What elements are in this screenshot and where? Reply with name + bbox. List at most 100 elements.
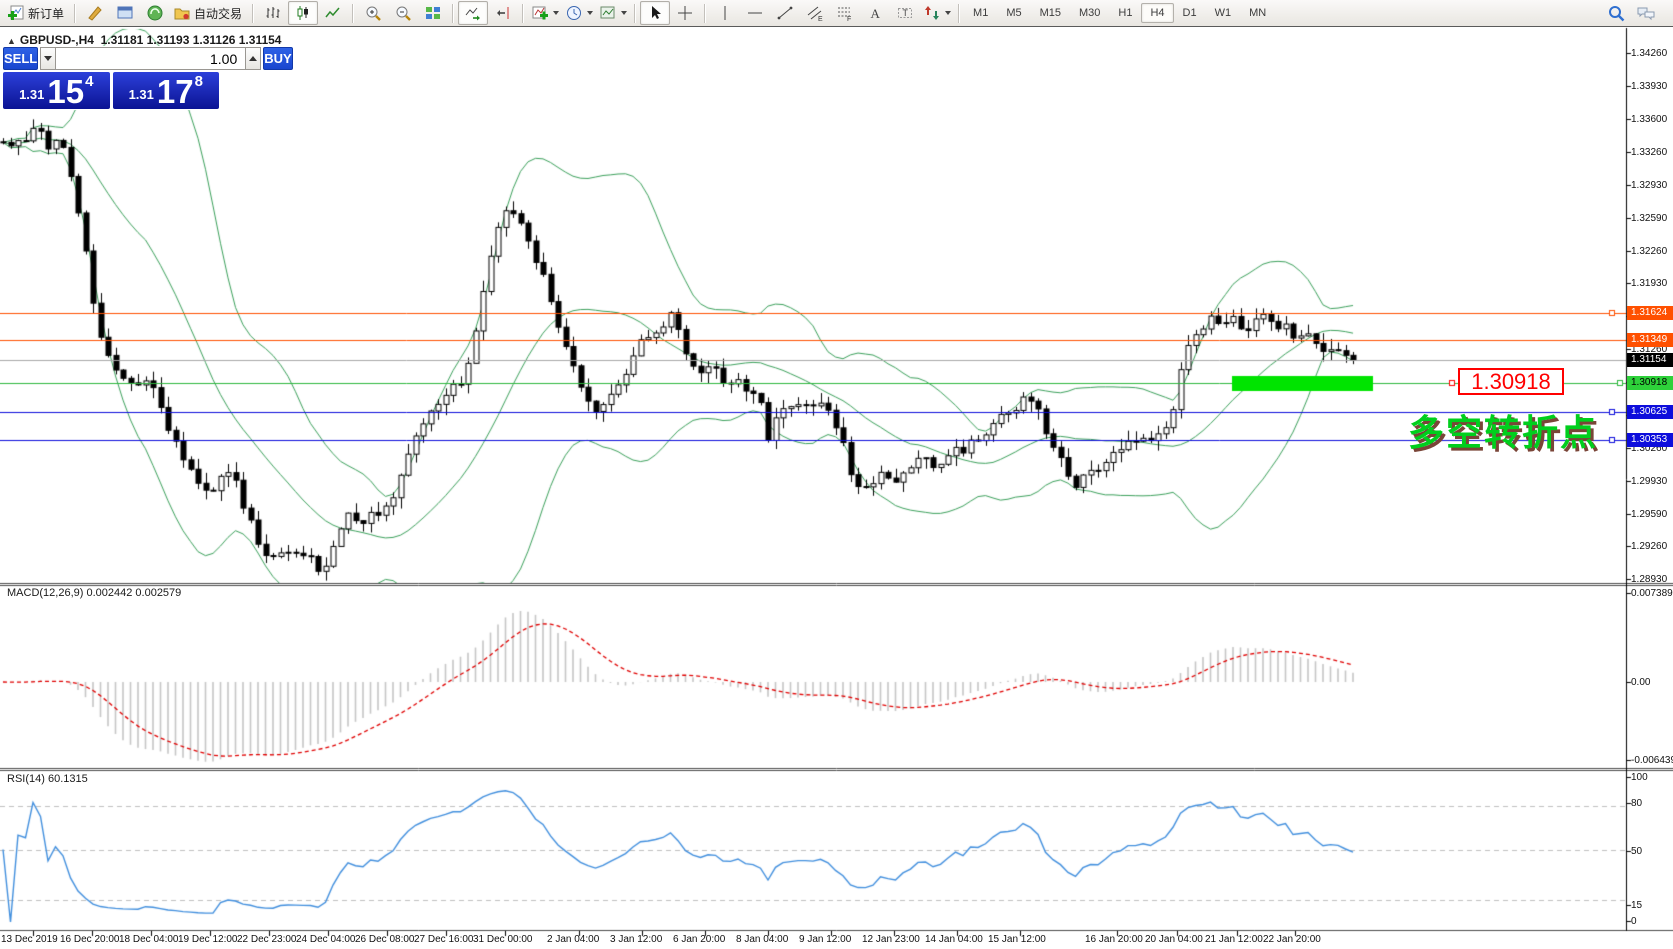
- trendline-button[interactable]: [770, 1, 800, 25]
- template-icon: [599, 4, 617, 22]
- chart-shift-icon: [494, 4, 512, 22]
- fibonacci-icon: F: [836, 4, 854, 22]
- window-icon: [116, 4, 134, 22]
- zoom-out-button[interactable]: [388, 1, 418, 25]
- bar-chart-icon: [264, 4, 282, 22]
- line-chart-icon: [324, 4, 342, 22]
- dropdown-caret-icon: [553, 11, 560, 15]
- search-button[interactable]: [1601, 1, 1631, 25]
- timeframe-D1[interactable]: D1: [1182, 7, 1197, 19]
- sell-price-pip: 4: [85, 73, 94, 90]
- channel-icon: E: [806, 4, 824, 22]
- autotrading-label: 自动交易: [194, 6, 243, 21]
- dropdown-caret-icon: [587, 11, 594, 15]
- timeframe-H1[interactable]: H1: [1118, 7, 1133, 19]
- buy-button[interactable]: BUY: [263, 47, 293, 70]
- equidistant-channel-button[interactable]: E: [800, 1, 830, 25]
- toolbar-separator: [252, 3, 255, 23]
- dropdown-caret-icon: [945, 11, 952, 15]
- tile-windows-button[interactable]: [418, 1, 448, 25]
- sell-price-prefix: 1.31: [19, 87, 45, 102]
- candlestick-chart-button[interactable]: [288, 1, 319, 25]
- horizontal-line-button[interactable]: [740, 1, 770, 25]
- market-watch-button[interactable]: [140, 1, 170, 25]
- chat-icon: [1636, 4, 1656, 22]
- timeframe-H4[interactable]: H4: [1141, 3, 1174, 23]
- text-icon: A: [866, 4, 884, 22]
- text-button[interactable]: A: [860, 1, 890, 25]
- cursor-icon: [646, 4, 664, 22]
- toolbar-separator: [634, 3, 637, 23]
- cursor-button[interactable]: [640, 1, 671, 25]
- zoom-out-icon: [394, 4, 412, 22]
- timeframe-toolbar: M1 M5 M15 M30 H1 H4 D1 W1 MN: [964, 3, 1275, 23]
- timeframe-MN[interactable]: MN: [1249, 7, 1267, 19]
- styles-icon: [86, 4, 104, 22]
- volume-input[interactable]: [56, 47, 246, 70]
- svg-text:E: E: [818, 16, 823, 22]
- arrows-icon: [923, 4, 941, 22]
- toolbar-separator: [352, 3, 355, 23]
- sell-price-main: 15: [47, 73, 85, 110]
- tile-windows-icon: [424, 4, 442, 22]
- templates-button[interactable]: [596, 1, 630, 25]
- arrows-button[interactable]: [920, 1, 954, 25]
- new-order-button[interactable]: 新订单: [4, 1, 70, 25]
- search-icon: [1607, 4, 1626, 23]
- periods-button[interactable]: [562, 1, 596, 25]
- timeframe-M1[interactable]: M1: [973, 7, 989, 19]
- chat-button[interactable]: [1631, 1, 1661, 25]
- new-order-icon: [7, 4, 25, 22]
- indicators-icon: [531, 4, 549, 22]
- crosshair-button[interactable]: [670, 1, 700, 25]
- volume-decrease-button[interactable]: [40, 47, 57, 70]
- toolbar-separator: [704, 3, 707, 23]
- autotrading-icon: [173, 4, 191, 22]
- volume-increase-button[interactable]: [245, 47, 262, 70]
- vertical-line-icon: [716, 4, 734, 22]
- clock-icon: [565, 4, 583, 22]
- buy-price-display[interactable]: 1.31 17 8: [112, 72, 219, 110]
- toolbar-right-group: [1601, 1, 1661, 25]
- toolbar-separator: [958, 3, 961, 23]
- price-level-annotation-box[interactable]: 1.30918: [1458, 368, 1564, 395]
- vertical-line-button[interactable]: [710, 1, 740, 25]
- zoom-in-button[interactable]: [358, 1, 388, 25]
- svg-text:A: A: [871, 6, 881, 21]
- buy-price-prefix: 1.31: [128, 87, 154, 102]
- horizontal-line-icon: [746, 4, 764, 22]
- styles-button[interactable]: [80, 1, 110, 25]
- profile-window-button[interactable]: [110, 1, 140, 25]
- candlestick-chart-icon: [294, 4, 312, 22]
- indicators-button[interactable]: [528, 1, 562, 25]
- auto-scroll-button[interactable]: [458, 1, 489, 25]
- main-toolbar: 新订单 自动交易: [0, 0, 1673, 27]
- new-order-label: 新订单: [28, 6, 65, 21]
- timeframe-M15[interactable]: M15: [1039, 7, 1061, 19]
- autotrading-button[interactable]: 自动交易: [170, 1, 248, 25]
- auto-scroll-icon: [464, 4, 482, 22]
- sell-button[interactable]: SELL: [3, 47, 39, 70]
- up-arrow-icon: [249, 56, 258, 61]
- text-label-button[interactable]: T: [890, 1, 920, 25]
- timeframe-W1[interactable]: W1: [1214, 7, 1232, 19]
- sell-price-display[interactable]: 1.31 15 4: [3, 72, 110, 109]
- globe-icon: [146, 4, 164, 22]
- buy-price-main: 17: [156, 73, 194, 110]
- trendline-icon: [776, 4, 794, 22]
- svg-text:T: T: [903, 8, 909, 18]
- line-chart-button[interactable]: [318, 1, 348, 25]
- buy-price-pip: 8: [194, 73, 203, 90]
- turning-point-annotation[interactable]: 多空转折点: [1408, 412, 1599, 453]
- chart-shift-button[interactable]: [488, 1, 518, 25]
- fibonacci-button[interactable]: F: [830, 1, 860, 25]
- timeframe-M5[interactable]: M5: [1006, 7, 1022, 19]
- toolbar-separator: [74, 3, 77, 23]
- text-label-icon: T: [896, 4, 914, 22]
- toolbar-separator: [522, 3, 525, 23]
- bar-chart-button[interactable]: [258, 1, 288, 25]
- volume-stepper: [40, 47, 262, 70]
- timeframe-M30[interactable]: M30: [1079, 7, 1101, 19]
